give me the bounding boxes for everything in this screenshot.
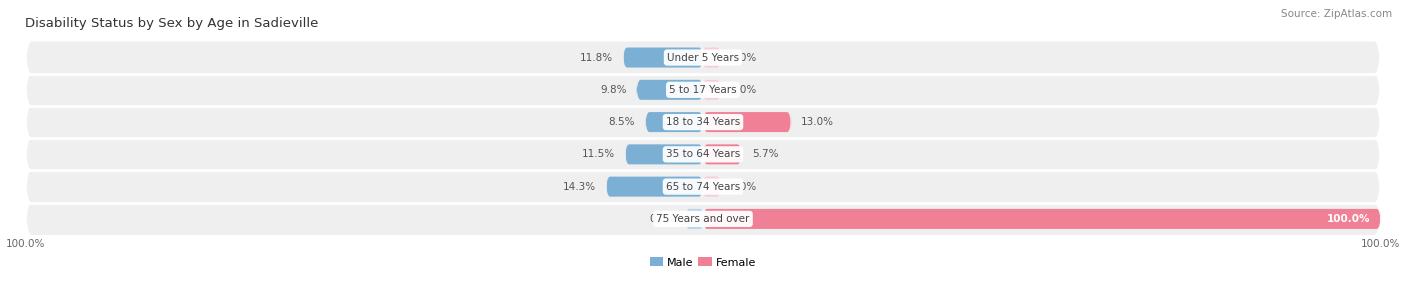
Text: 11.5%: 11.5%	[582, 149, 614, 159]
FancyBboxPatch shape	[703, 144, 741, 164]
FancyBboxPatch shape	[686, 209, 703, 229]
FancyBboxPatch shape	[637, 80, 703, 100]
FancyBboxPatch shape	[703, 177, 720, 197]
Text: Disability Status by Sex by Age in Sadieville: Disability Status by Sex by Age in Sadie…	[25, 17, 319, 30]
Text: 75 Years and over: 75 Years and over	[657, 214, 749, 224]
Text: 8.5%: 8.5%	[609, 117, 636, 127]
Text: 100.0%: 100.0%	[1327, 214, 1371, 224]
Text: 35 to 64 Years: 35 to 64 Years	[666, 149, 740, 159]
Text: 0.0%: 0.0%	[650, 214, 676, 224]
Text: Source: ZipAtlas.com: Source: ZipAtlas.com	[1281, 9, 1392, 19]
FancyBboxPatch shape	[626, 144, 703, 164]
Legend: Male, Female: Male, Female	[645, 253, 761, 272]
FancyBboxPatch shape	[645, 112, 703, 132]
FancyBboxPatch shape	[27, 74, 1379, 106]
FancyBboxPatch shape	[27, 170, 1379, 203]
FancyBboxPatch shape	[606, 177, 703, 197]
Text: 11.8%: 11.8%	[579, 52, 613, 63]
Text: 5.7%: 5.7%	[752, 149, 779, 159]
Text: 65 to 74 Years: 65 to 74 Years	[666, 181, 740, 192]
FancyBboxPatch shape	[27, 106, 1379, 138]
FancyBboxPatch shape	[703, 209, 1381, 229]
Text: Under 5 Years: Under 5 Years	[666, 52, 740, 63]
FancyBboxPatch shape	[703, 48, 720, 67]
Text: 0.0%: 0.0%	[730, 52, 756, 63]
Text: 13.0%: 13.0%	[801, 117, 834, 127]
Text: 0.0%: 0.0%	[730, 181, 756, 192]
FancyBboxPatch shape	[27, 138, 1379, 170]
FancyBboxPatch shape	[703, 112, 792, 132]
Text: 14.3%: 14.3%	[562, 181, 596, 192]
Text: 9.8%: 9.8%	[600, 85, 627, 95]
Text: 18 to 34 Years: 18 to 34 Years	[666, 117, 740, 127]
Text: 5 to 17 Years: 5 to 17 Years	[669, 85, 737, 95]
FancyBboxPatch shape	[703, 80, 720, 100]
FancyBboxPatch shape	[27, 203, 1379, 235]
FancyBboxPatch shape	[27, 41, 1379, 74]
FancyBboxPatch shape	[623, 48, 703, 67]
Text: 0.0%: 0.0%	[730, 85, 756, 95]
